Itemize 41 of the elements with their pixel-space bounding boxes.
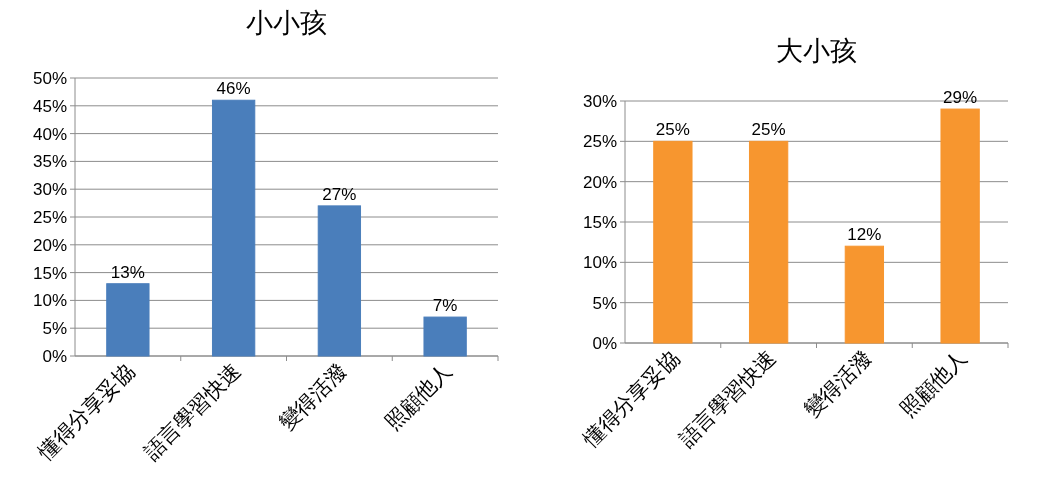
data-label: 12% [847, 225, 882, 245]
data-label: 25% [655, 120, 690, 140]
x-tick-label: 變得活潑 [799, 345, 876, 422]
data-label: 46% [216, 79, 251, 99]
bar [211, 99, 256, 357]
y-tick-label: 10% [32, 291, 67, 311]
bar [653, 140, 693, 344]
y-tick-label: 15% [32, 263, 67, 283]
y-tick-label: 45% [32, 96, 67, 116]
bar [940, 108, 980, 344]
y-tick-label: 30% [32, 180, 67, 200]
y-tick-label: 50% [32, 69, 67, 88]
y-tick-label: 5% [592, 293, 617, 313]
chart-title: 大小孩 [776, 36, 857, 66]
x-tick-label: 變得活潑 [274, 358, 351, 435]
chart-title: 小小孩 [246, 8, 327, 38]
y-tick-label: 30% [582, 92, 617, 111]
y-tick-label: 20% [32, 235, 67, 255]
y-tick-label: 5% [42, 319, 67, 339]
y-tick-label: 25% [32, 208, 67, 227]
bar [844, 245, 885, 344]
x-tick-label: 照顧他人 [895, 345, 971, 422]
y-tick-label: 15% [582, 213, 617, 232]
bar [748, 140, 789, 344]
data-label: 27% [322, 184, 357, 204]
data-label: 25% [751, 120, 786, 140]
bar [423, 316, 467, 357]
y-tick-label: 0% [42, 347, 67, 366]
y-tick-label: 10% [582, 253, 617, 273]
bar [106, 283, 150, 357]
x-tick-label: 照顧他人 [380, 358, 456, 435]
y-tick-label: 20% [582, 172, 617, 192]
data-label: 29% [943, 88, 978, 108]
y-tick-label: 25% [582, 132, 617, 152]
y-tick-label: 40% [32, 124, 67, 144]
y-tick-label: 35% [32, 152, 67, 172]
data-label: 13% [110, 262, 145, 282]
x-tick-label: 語言學習快速 [139, 358, 245, 464]
bar [317, 205, 362, 357]
data-label: 7% [432, 296, 458, 316]
y-tick-label: 0% [592, 334, 617, 353]
